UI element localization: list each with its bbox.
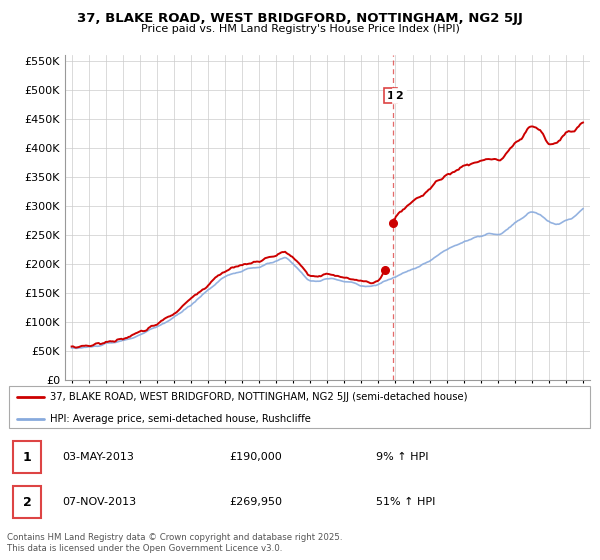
Text: 1: 1 [386,91,394,101]
Bar [13,441,41,473]
Text: 07-NOV-2013: 07-NOV-2013 [62,497,136,507]
Text: 37, BLAKE ROAD, WEST BRIDGFORD, NOTTINGHAM, NG2 5JJ (semi-detached house): 37, BLAKE ROAD, WEST BRIDGFORD, NOTTINGH… [50,392,467,402]
Text: 2: 2 [395,91,403,101]
Text: 37, BLAKE ROAD, WEST BRIDGFORD, NOTTINGHAM, NG2 5JJ: 37, BLAKE ROAD, WEST BRIDGFORD, NOTTINGH… [77,12,523,25]
Bar [13,486,41,518]
Text: 1: 1 [23,451,32,464]
Text: Contains HM Land Registry data © Crown copyright and database right 2025.
This d: Contains HM Land Registry data © Crown c… [7,533,343,553]
Text: 2: 2 [23,496,32,508]
FancyBboxPatch shape [9,386,590,428]
Text: £190,000: £190,000 [229,452,282,463]
Text: HPI: Average price, semi-detached house, Rushcliffe: HPI: Average price, semi-detached house,… [50,414,311,424]
Text: 51% ↑ HPI: 51% ↑ HPI [376,497,436,507]
Text: 03-MAY-2013: 03-MAY-2013 [62,452,134,463]
Text: £269,950: £269,950 [229,497,283,507]
Text: Price paid vs. HM Land Registry's House Price Index (HPI): Price paid vs. HM Land Registry's House … [140,24,460,34]
Text: 9% ↑ HPI: 9% ↑ HPI [376,452,429,463]
